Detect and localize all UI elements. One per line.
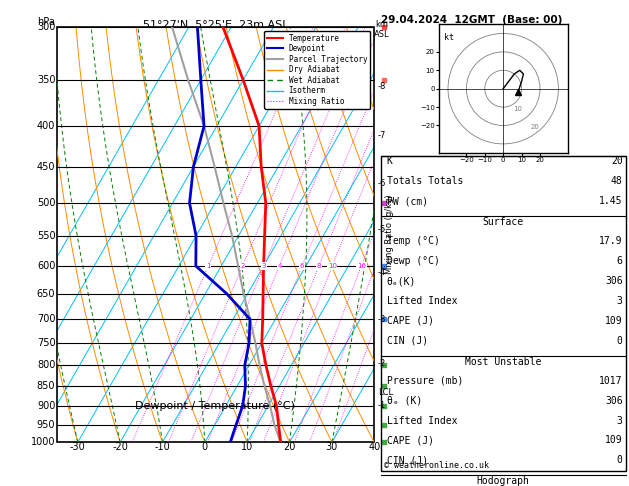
Text: 950: 950 (37, 419, 55, 430)
Text: 16: 16 (357, 263, 366, 269)
Text: Pressure (mb): Pressure (mb) (387, 376, 463, 386)
Text: 3: 3 (617, 296, 623, 306)
Text: 400: 400 (37, 121, 55, 131)
Text: 306: 306 (605, 396, 623, 406)
Text: 0: 0 (617, 455, 623, 466)
Text: km
ASL: km ASL (374, 20, 390, 39)
Text: 20: 20 (283, 442, 296, 452)
Text: 0: 0 (617, 336, 623, 346)
Text: -20: -20 (112, 442, 128, 452)
Text: 109: 109 (605, 435, 623, 446)
Text: 51°27'N  5°25'E  23m ASL: 51°27'N 5°25'E 23m ASL (143, 20, 288, 30)
Text: CAPE (J): CAPE (J) (387, 316, 434, 326)
Text: Most Unstable: Most Unstable (465, 357, 542, 367)
Text: θₑ (K): θₑ (K) (387, 396, 422, 406)
Text: 306: 306 (605, 276, 623, 286)
Text: 0: 0 (202, 442, 208, 452)
Text: Dewpoint / Temperature (°C): Dewpoint / Temperature (°C) (135, 401, 296, 411)
Text: 2: 2 (240, 263, 245, 269)
Text: 550: 550 (36, 231, 55, 241)
Text: CIN (J): CIN (J) (387, 455, 428, 466)
Text: CIN (J): CIN (J) (387, 336, 428, 346)
Text: kt: kt (444, 34, 454, 42)
Text: -3: -3 (377, 314, 386, 324)
Text: 1017: 1017 (599, 376, 623, 386)
Text: 500: 500 (37, 198, 55, 208)
Text: Hodograph: Hodograph (477, 476, 530, 486)
Text: -2: -2 (377, 359, 386, 368)
Text: Surface: Surface (482, 217, 524, 227)
Text: 600: 600 (37, 261, 55, 271)
Text: 30: 30 (326, 442, 338, 452)
Text: 17.9: 17.9 (599, 236, 623, 246)
Text: 300: 300 (37, 22, 55, 32)
Text: -5: -5 (377, 225, 386, 234)
Text: -4: -4 (377, 268, 386, 277)
Text: 850: 850 (37, 381, 55, 391)
Text: 1: 1 (206, 263, 211, 269)
Text: 20: 20 (530, 124, 539, 130)
Text: -7: -7 (377, 131, 386, 140)
Text: -10: -10 (155, 442, 170, 452)
Text: 20: 20 (611, 156, 623, 167)
Text: 350: 350 (37, 75, 55, 85)
Text: 800: 800 (37, 360, 55, 370)
Text: 450: 450 (37, 162, 55, 172)
Text: -6: -6 (377, 179, 386, 188)
Text: Lifted Index: Lifted Index (387, 416, 457, 426)
Text: 10: 10 (241, 442, 253, 452)
Text: Lifted Index: Lifted Index (387, 296, 457, 306)
Text: 29.04.2024  12GMT  (Base: 00): 29.04.2024 12GMT (Base: 00) (381, 15, 562, 25)
Text: 700: 700 (37, 314, 55, 324)
Text: 750: 750 (36, 338, 55, 348)
Text: 1000: 1000 (31, 437, 55, 447)
Text: Totals Totals: Totals Totals (387, 176, 463, 187)
Text: -8: -8 (377, 82, 386, 91)
Text: 3: 3 (262, 263, 266, 269)
Text: -1: -1 (377, 400, 386, 410)
Text: 900: 900 (37, 401, 55, 411)
Text: Dewp (°C): Dewp (°C) (387, 256, 440, 266)
Text: -30: -30 (70, 442, 86, 452)
Legend: Temperature, Dewpoint, Parcel Trajectory, Dry Adiabat, Wet Adiabat, Isotherm, Mi: Temperature, Dewpoint, Parcel Trajectory… (264, 31, 370, 109)
Text: 8: 8 (316, 263, 321, 269)
Text: 40: 40 (368, 442, 381, 452)
Text: 10: 10 (513, 106, 523, 112)
Text: K: K (387, 156, 392, 167)
Text: CAPE (J): CAPE (J) (387, 435, 434, 446)
Text: 6: 6 (617, 256, 623, 266)
Text: Temp (°C): Temp (°C) (387, 236, 440, 246)
Text: 4: 4 (277, 263, 282, 269)
Text: LCL: LCL (377, 388, 392, 397)
Text: 48: 48 (611, 176, 623, 187)
Text: 1.45: 1.45 (599, 196, 623, 207)
Text: 3: 3 (617, 416, 623, 426)
Text: hPa: hPa (38, 17, 55, 27)
Text: PW (cm): PW (cm) (387, 196, 428, 207)
Text: © weatheronline.co.uk: © weatheronline.co.uk (384, 461, 489, 470)
Text: 6: 6 (300, 263, 304, 269)
Text: θₑ(K): θₑ(K) (387, 276, 416, 286)
Text: Mixing Ratio (g/kg): Mixing Ratio (g/kg) (384, 195, 394, 274)
Text: 650: 650 (37, 289, 55, 298)
Text: 109: 109 (605, 316, 623, 326)
Text: 10: 10 (328, 263, 337, 269)
